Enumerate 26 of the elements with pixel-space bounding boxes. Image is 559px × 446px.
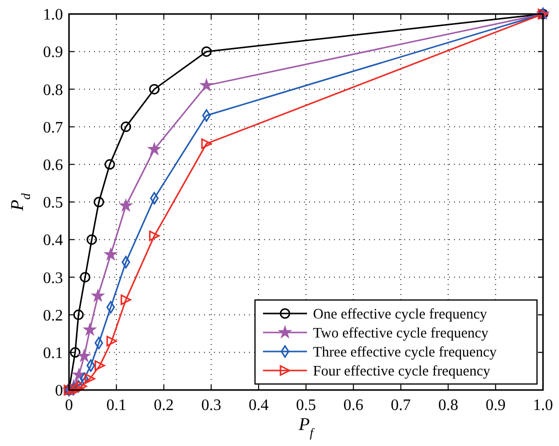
y-tick-label: 0.4: [43, 232, 63, 250]
y-tick-label: 0.3: [43, 270, 63, 287]
x-tick-label: 0.2: [154, 397, 174, 414]
y-tick-label: 0.7: [43, 119, 63, 136]
x-axis-title: P$_{f}$: [298, 414, 315, 440]
x-tick-label: 0.4: [248, 397, 269, 414]
x-tick-label: 0.8: [438, 397, 458, 414]
y-tick-label: 0.2: [43, 307, 63, 324]
legend-label: One effective cycle frequency: [313, 306, 488, 323]
x-tick-label: 0.1: [106, 397, 126, 414]
y-tick-label: 0.1: [43, 345, 63, 362]
legend-label: Four effective cycle frequency: [313, 364, 492, 380]
y-tick-label: 0.5: [43, 194, 63, 212]
x-tick-label: 0.7: [390, 397, 411, 414]
y-tick-label: 0: [55, 382, 63, 400]
legend-label: Three effective cycle frequency: [313, 344, 498, 361]
x-tick-label: 0.3: [201, 397, 222, 414]
x-tick-label: 1.0: [533, 397, 553, 414]
x-tick-label: 0.6: [343, 397, 364, 414]
x-tick-label: 0.5: [296, 397, 316, 414]
y-tick-label: 0.8: [43, 82, 63, 99]
y-tick-label: 0.9: [43, 44, 63, 62]
x-tick-label: 0.9: [486, 397, 506, 414]
legend-label: Two effective cycle frequency: [313, 326, 490, 342]
y-tick-label: 1.0: [43, 6, 63, 24]
y-tick-label: 0.6: [43, 157, 63, 174]
